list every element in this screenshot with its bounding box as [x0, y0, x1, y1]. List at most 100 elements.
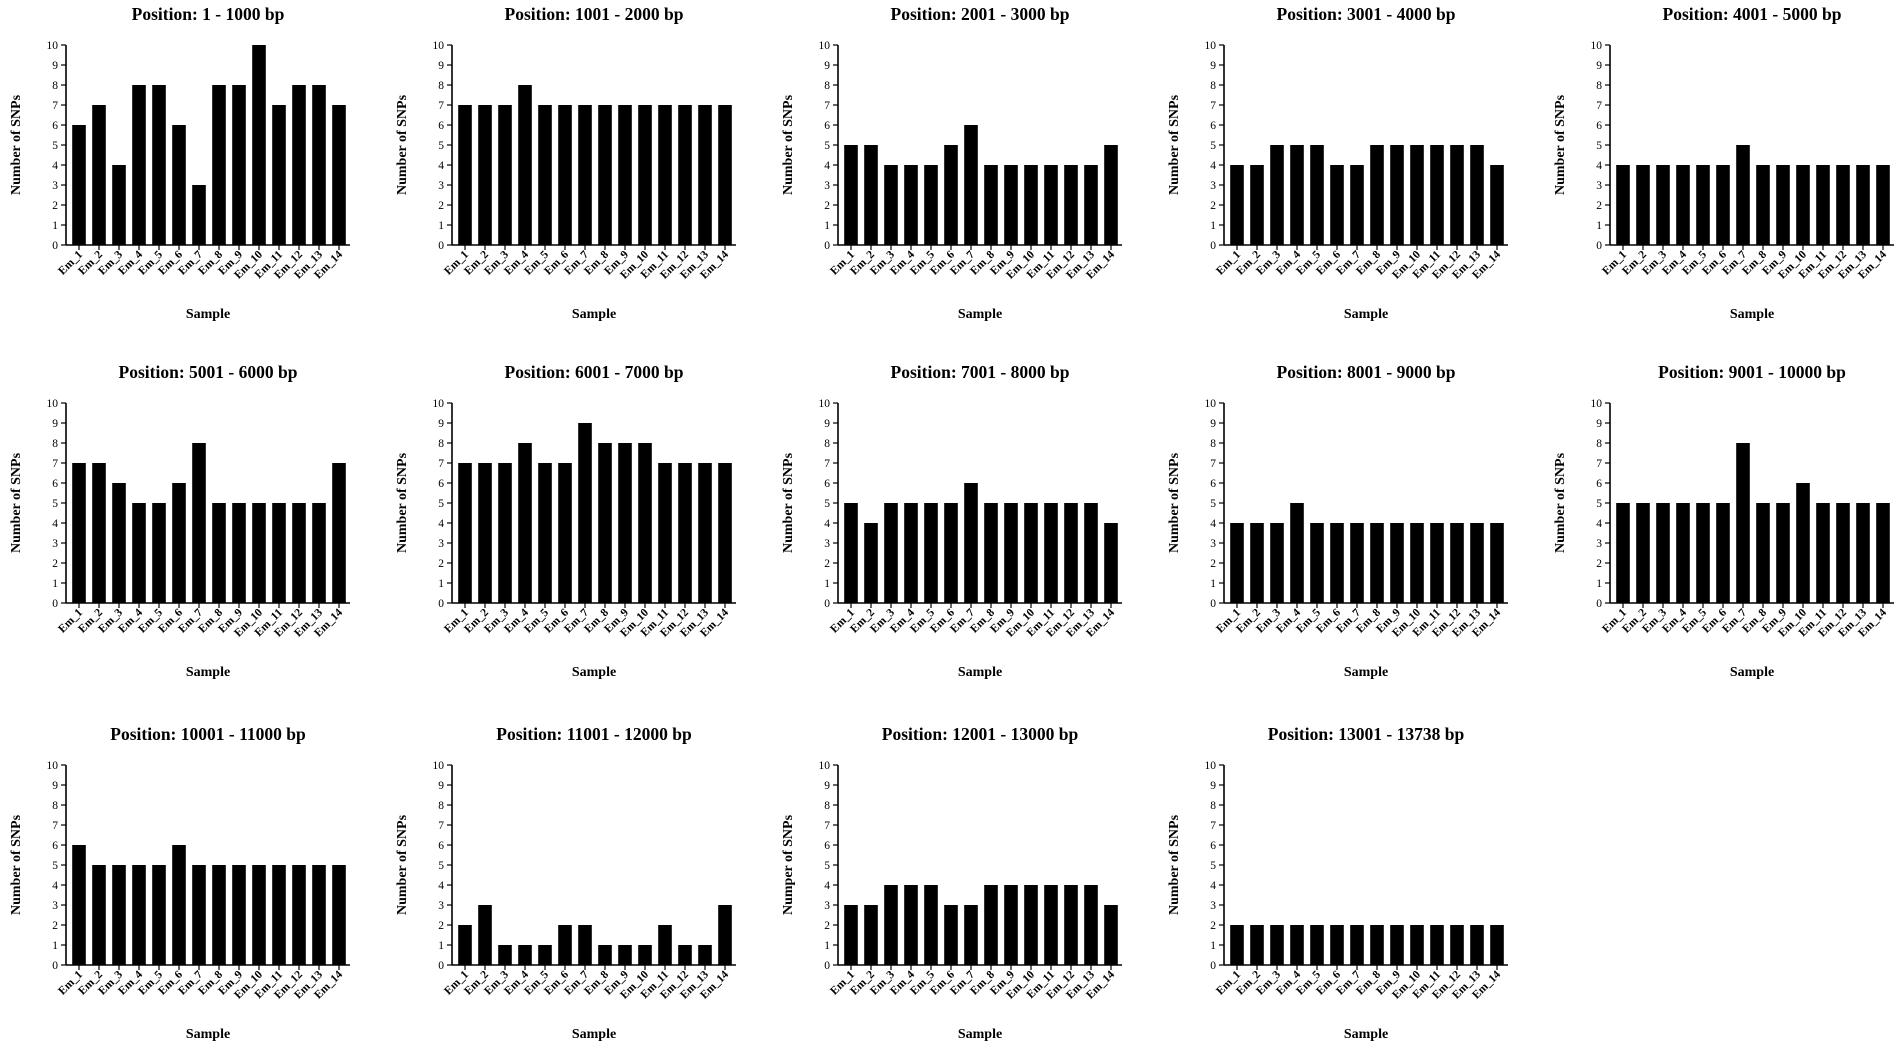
y-tick-label: 8 — [52, 800, 58, 812]
chart-title: Position: 13001 - 13738 bp — [1268, 724, 1465, 744]
bar — [984, 165, 998, 245]
bar — [718, 463, 732, 603]
y-axis-label: Number of SNPs — [781, 452, 796, 553]
y-tick-label: 1 — [52, 940, 58, 952]
x-axis-label: Sample — [958, 1027, 1002, 1042]
chart-title: Position: 3001 - 4000 bp — [1277, 4, 1456, 24]
bar — [1250, 925, 1264, 965]
bar — [1836, 165, 1850, 245]
y-tick-label: 0 — [1210, 598, 1216, 610]
y-tick-label: 2 — [52, 200, 58, 212]
bar — [1004, 165, 1018, 245]
y-tick-label: 0 — [1210, 240, 1216, 252]
bar — [864, 523, 878, 603]
y-tick-label: 5 — [1210, 498, 1216, 510]
bar — [1816, 503, 1830, 603]
bar — [92, 463, 106, 603]
bar — [1836, 503, 1850, 603]
y-tick-label: 6 — [52, 478, 58, 490]
y-tick-label: 0 — [52, 240, 58, 252]
bar — [1756, 165, 1770, 245]
bar — [1616, 165, 1630, 245]
y-tick-label: 8 — [438, 438, 444, 450]
bar — [578, 423, 592, 603]
y-axis-label: Number of SNPs — [9, 814, 24, 915]
bar — [172, 483, 186, 603]
bar — [844, 503, 858, 603]
bar — [1696, 165, 1710, 245]
bar — [1044, 503, 1058, 603]
y-tick-label: 6 — [1210, 840, 1216, 852]
y-tick-label: 10 — [47, 760, 59, 772]
bar — [1410, 523, 1424, 603]
y-axis-label: Number of SNPs — [1167, 94, 1182, 195]
y-tick-label: 9 — [1596, 60, 1602, 72]
y-tick-label: 3 — [1210, 538, 1216, 550]
y-tick-label: 3 — [824, 180, 830, 192]
y-tick-label: 4 — [824, 880, 830, 892]
bar — [1816, 165, 1830, 245]
bar — [252, 45, 266, 245]
bar — [1024, 165, 1038, 245]
chart-title: Position: 10001 - 11000 bp — [110, 724, 306, 744]
bar — [538, 105, 552, 245]
y-tick-label: 5 — [1596, 498, 1602, 510]
bar — [598, 945, 612, 965]
y-tick-label: 7 — [824, 100, 830, 112]
bar — [1876, 165, 1890, 245]
bar — [518, 443, 532, 603]
y-tick-label: 0 — [438, 240, 444, 252]
y-tick-label: 10 — [433, 760, 445, 772]
y-tick-label: 10 — [819, 398, 831, 410]
y-tick-label: 9 — [1210, 780, 1216, 792]
bar — [458, 105, 472, 245]
bar — [1310, 145, 1324, 245]
y-tick-label: 3 — [1596, 538, 1602, 550]
bar — [678, 463, 692, 603]
chart-title: Position: 5001 - 6000 bp — [119, 362, 298, 382]
y-tick-label: 10 — [819, 40, 831, 52]
y-tick-label: 9 — [824, 60, 830, 72]
y-axis-label: Number of SNPs — [395, 814, 410, 915]
y-tick-label: 1 — [1210, 578, 1216, 590]
y-tick-label: 4 — [1210, 880, 1216, 892]
y-tick-label: 0 — [438, 598, 444, 610]
bar — [1290, 925, 1304, 965]
bar-chart: Position: 4001 - 5000 bp Number of SNPs Sa… — [1553, 4, 1894, 322]
x-axis-label: Sample — [958, 665, 1002, 680]
y-tick-label: 9 — [438, 780, 444, 792]
y-tick-label: 8 — [438, 800, 444, 812]
chart-panel: Position: 8001 - 9000 bp Number of SNPs Sa… — [1158, 358, 1518, 693]
bar — [638, 105, 652, 245]
bar — [1064, 885, 1078, 965]
bar — [1270, 925, 1284, 965]
y-tick-label: 7 — [1210, 458, 1216, 470]
y-tick-label: 2 — [824, 558, 830, 570]
y-tick-label: 5 — [1596, 140, 1602, 152]
bar — [678, 945, 692, 965]
bar — [1410, 145, 1424, 245]
bar — [1716, 165, 1730, 245]
bar — [1490, 165, 1504, 245]
bar — [312, 865, 326, 965]
y-tick-label: 3 — [1596, 180, 1602, 192]
y-tick-label: 1 — [824, 578, 830, 590]
y-axis-label: Number of SNPs — [1167, 452, 1182, 553]
bar — [212, 85, 226, 245]
y-tick-label: 10 — [1591, 40, 1603, 52]
y-tick-label: 6 — [438, 120, 444, 132]
chart-title: Position: 1001 - 2000 bp — [505, 4, 684, 24]
bar — [944, 145, 958, 245]
y-tick-label: 3 — [824, 538, 830, 550]
y-tick-label: 1 — [824, 220, 830, 232]
bar — [578, 925, 592, 965]
bar — [904, 503, 918, 603]
y-tick-label: 4 — [1596, 518, 1602, 530]
bar — [192, 185, 206, 245]
y-tick-label: 5 — [438, 140, 444, 152]
y-tick-label: 1 — [824, 940, 830, 952]
bar — [232, 85, 246, 245]
bar — [232, 865, 246, 965]
bar — [498, 463, 512, 603]
bar — [1470, 523, 1484, 603]
